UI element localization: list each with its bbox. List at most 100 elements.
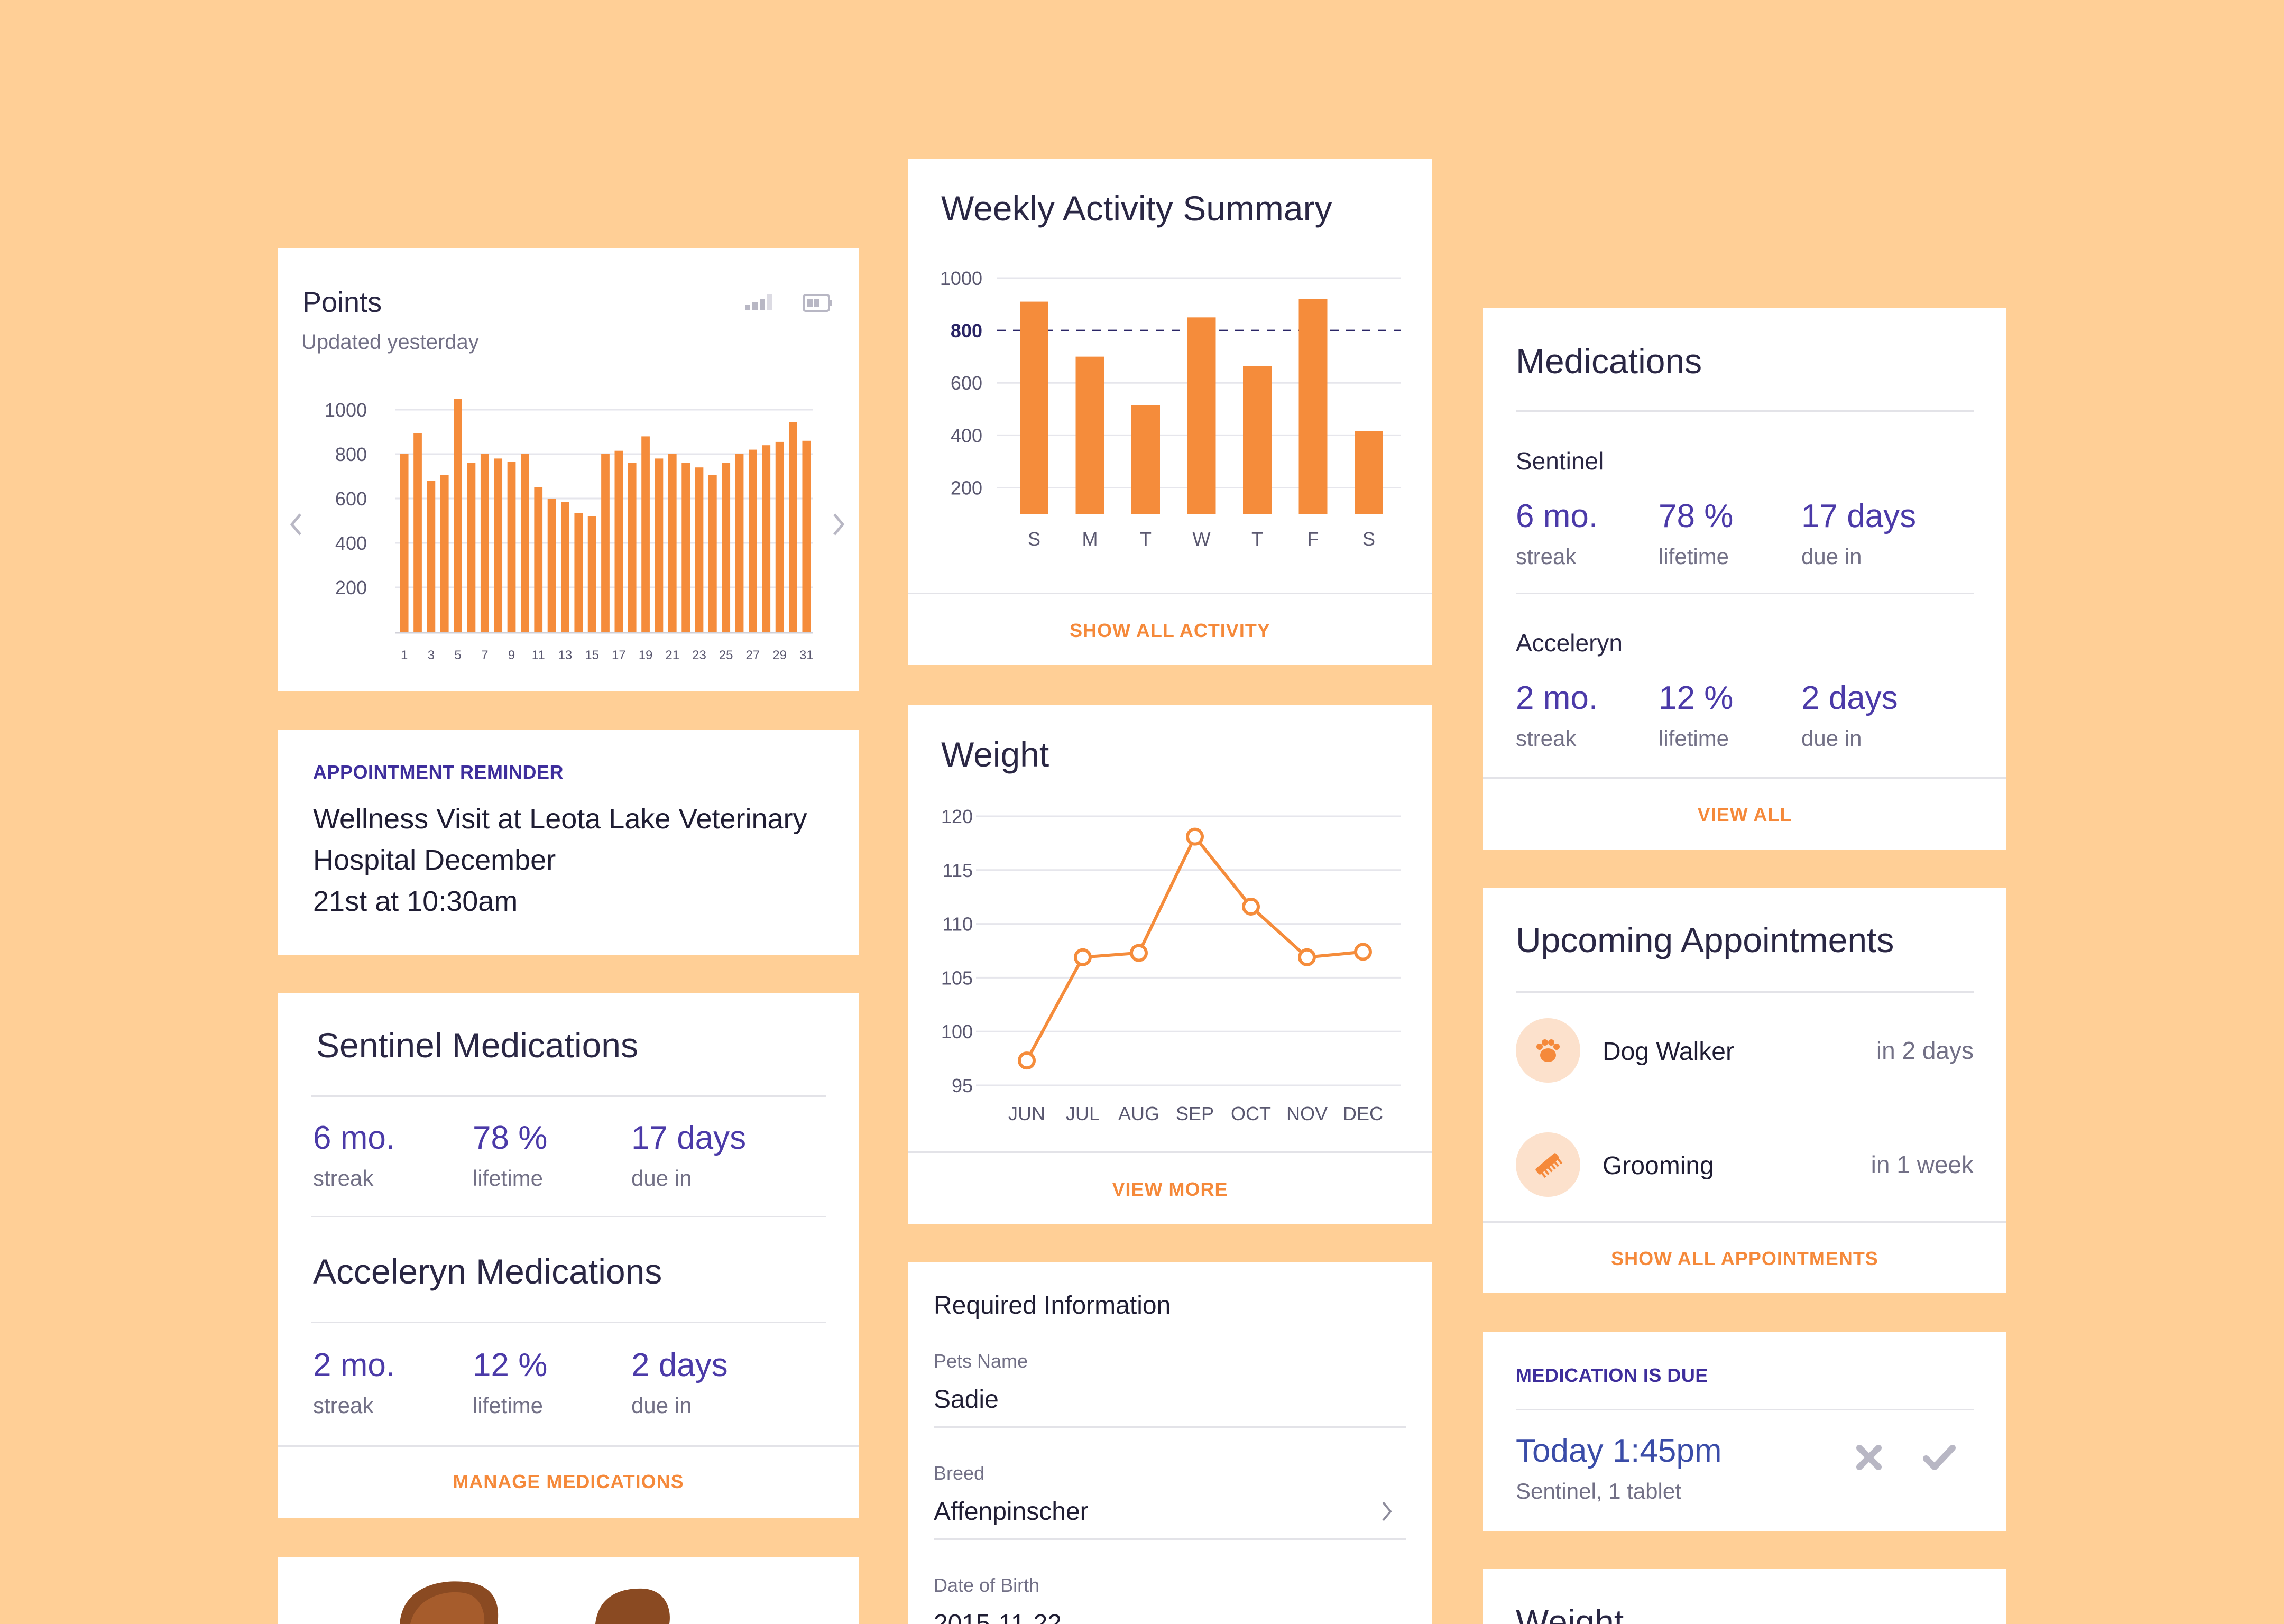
weight-line-chart: 95 100 105 110 115 120 JUN JUL AUG SEP OCT NOV DEC	[941, 806, 1401, 1124]
medication-lifetime-label: lifetime	[1659, 544, 1729, 569]
battery-icon	[803, 294, 832, 312]
show-all-activity-button[interactable]: SHOW ALL ACTIVITY	[1070, 620, 1270, 641]
acceleryn-lifetime-value: 12 %	[473, 1347, 548, 1383]
x-tick-label: JUN	[1008, 1103, 1045, 1124]
weekly-activity-title: Weekly Activity Summary	[941, 189, 1332, 228]
x-tick-label: 13	[558, 648, 573, 662]
x-tick-label: 9	[508, 648, 515, 662]
check-icon[interactable]	[1922, 1442, 1957, 1473]
pets-name-field[interactable]: Sadie	[934, 1386, 999, 1414]
bar	[1355, 431, 1383, 514]
y-tick-label: 95	[952, 1075, 973, 1096]
breed-label: Breed	[934, 1462, 985, 1484]
breed-field[interactable]: Affenpinscher	[934, 1498, 1089, 1526]
weight-card-2: Weight	[1483, 1569, 2006, 1624]
upcoming-appointments-title: Upcoming Appointments	[1516, 920, 1894, 959]
x-tick-label: NOV	[1286, 1103, 1328, 1124]
medication-streak-value: 6 mo.	[1516, 498, 1598, 534]
bar	[802, 440, 811, 632]
y-tick-label: 115	[943, 860, 973, 881]
bar	[722, 463, 731, 632]
medication-name: Acceleryn	[1516, 629, 1623, 657]
bar	[534, 487, 543, 632]
required-information-title: Required Information	[934, 1291, 1171, 1320]
chevron-right-icon[interactable]	[1379, 1498, 1395, 1525]
bar	[668, 454, 677, 632]
bar	[440, 475, 449, 632]
bar	[521, 454, 529, 632]
bar	[427, 481, 436, 632]
bar	[601, 454, 610, 632]
divider	[311, 1216, 826, 1217]
chevron-right-icon[interactable]	[830, 511, 846, 538]
x-tick-label: 25	[719, 648, 733, 662]
show-all-appointments-button[interactable]: SHOW ALL APPOINTMENTS	[1611, 1248, 1878, 1269]
x-tick-label: AUG	[1118, 1103, 1159, 1124]
divider	[908, 1151, 1432, 1153]
reminder-line-3: 21st at 10:30am	[313, 885, 518, 917]
divider	[311, 1095, 826, 1097]
weight-card: Weight 95 100 105 110 115 120 JUN JUL AUG SEP OCT N…	[908, 705, 1432, 1224]
medication-streak-label: streak	[1516, 544, 1577, 569]
x-tick-label: 21	[665, 648, 679, 662]
bar	[1075, 356, 1104, 514]
medication-due-label: due in	[1801, 726, 1862, 751]
medication-due-card: MEDICATION IS DUE Today 1:45pm Sentinel,…	[1483, 1332, 2006, 1531]
appointment-when: in 2 days	[1876, 1037, 1974, 1064]
y-tick-label: 110	[943, 914, 973, 935]
medication-lifetime-label: lifetime	[1659, 726, 1729, 751]
paw-icon	[1516, 1018, 1580, 1083]
bar	[789, 422, 797, 632]
data-point	[1242, 898, 1260, 916]
manage-medications-button[interactable]: MANAGE MEDICATIONS	[453, 1471, 684, 1492]
y-tick-label: 800	[335, 444, 367, 465]
y-tick-label: 100	[941, 1021, 973, 1042]
bar	[574, 513, 583, 632]
bar	[587, 516, 596, 632]
bar	[762, 445, 771, 632]
acceleryn-streak-label: streak	[313, 1393, 374, 1418]
dismiss-icon[interactable]	[1853, 1442, 1885, 1473]
bar	[507, 462, 516, 632]
view-all-button[interactable]: VIEW ALL	[1697, 804, 1792, 825]
appointment-item[interactable]: Dog Walker in 2 days	[1483, 1010, 2006, 1089]
sentinel-medications-title: Sentinel Medications	[316, 1026, 639, 1065]
medication-due-label: due in	[1801, 544, 1862, 569]
bar	[467, 463, 476, 632]
bar	[1020, 301, 1048, 514]
x-tick-label: M	[1082, 528, 1098, 550]
y-tick-label: 200	[951, 477, 982, 499]
bar	[655, 458, 664, 632]
sentinel-lifetime-label: lifetime	[473, 1166, 544, 1191]
x-tick-label: 29	[772, 648, 787, 662]
bar	[480, 454, 489, 632]
y-tick-label: 600	[335, 488, 367, 510]
x-tick-label: SEP	[1176, 1103, 1214, 1124]
x-tick-label: 3	[428, 648, 435, 662]
divider	[934, 1538, 1406, 1540]
medications-detail-card: Sentinel Medications 6 mo. 78 % 17 days …	[278, 993, 859, 1518]
bar	[749, 449, 757, 632]
divider	[1516, 1409, 1974, 1410]
divider	[311, 1322, 826, 1323]
bar	[400, 454, 409, 632]
data-point	[1354, 943, 1372, 961]
x-tick-label: T	[1251, 528, 1263, 550]
x-tick-label: JUL	[1066, 1103, 1100, 1124]
bar	[1243, 366, 1272, 514]
appointment-reminder-card[interactable]: APPOINTMENT REMINDER Wellness Visit at L…	[278, 730, 859, 955]
divider	[1516, 991, 1974, 993]
x-tick-label: 7	[481, 648, 488, 662]
medication-due-label: MEDICATION IS DUE	[1516, 1364, 1708, 1386]
bar	[561, 502, 569, 632]
bar	[1131, 405, 1160, 514]
date-of-birth-field[interactable]: 2015-11-22	[934, 1610, 1062, 1624]
appointment-item[interactable]: Grooming in 1 week	[1483, 1124, 2006, 1203]
y-tick-label: 600	[951, 372, 982, 394]
medications-title: Medications	[1516, 342, 1702, 381]
appointment-name: Grooming	[1603, 1152, 1714, 1180]
pet-photo-card	[278, 1557, 859, 1624]
chevron-left-icon[interactable]	[289, 511, 305, 538]
view-more-button[interactable]: VIEW MORE	[1112, 1178, 1228, 1200]
acceleryn-lifetime-label: lifetime	[473, 1393, 544, 1418]
